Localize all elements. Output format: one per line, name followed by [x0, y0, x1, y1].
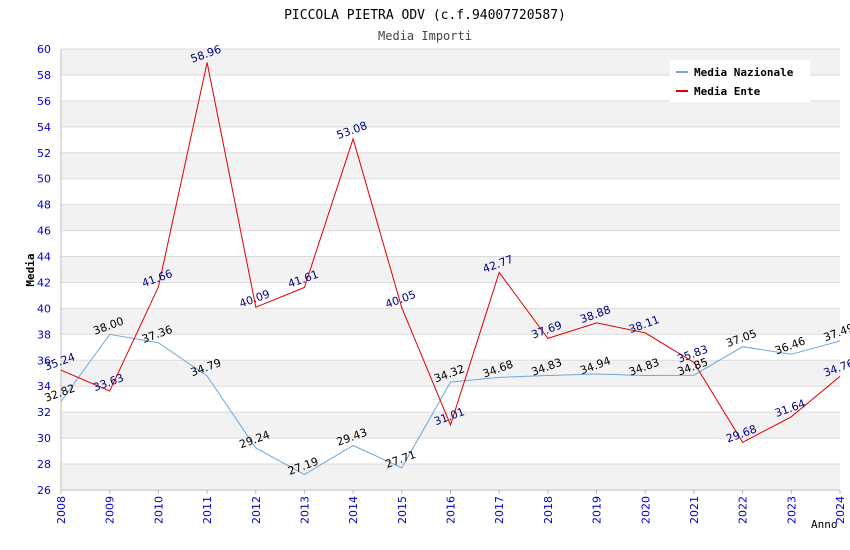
data-label: 40.05 — [384, 288, 418, 311]
grid-band — [61, 256, 840, 283]
legend-box — [670, 60, 810, 102]
y-tick-label: 32 — [37, 406, 51, 419]
chart-title: PICCOLA PIETRA ODV (c.f.94007720587) — [284, 8, 566, 23]
x-tick-label: 2009 — [104, 496, 117, 524]
x-tick-label: 2019 — [591, 496, 604, 524]
y-tick-label: 50 — [37, 173, 51, 186]
y-tick-label: 34 — [37, 380, 51, 393]
y-tick-label: 48 — [37, 199, 51, 212]
series-line-media-nazionale — [60, 333, 841, 476]
series-lines — [60, 62, 841, 476]
x-axis-label: Anno — [811, 518, 838, 531]
x-tick-labels: 2008 2009 2010 2011 2012 2013 2014 2015 2016 2017… — [55, 490, 847, 524]
x-tick-label: 2021 — [688, 496, 701, 524]
x-tick-label: 2024 — [834, 496, 847, 524]
grid-band — [61, 100, 840, 127]
chart-subtitle: Media Importi — [378, 29, 472, 43]
y-tick-labels: 26 28 30 32 34 36 38 40 42 44 46 48 50 52 54 56 58 60 — [37, 43, 51, 497]
grid-band — [61, 152, 840, 179]
x-tick-label: 2020 — [639, 496, 652, 524]
x-tick-label: 2018 — [542, 496, 555, 524]
y-tick-label: 56 — [37, 95, 51, 108]
y-tick-label: 60 — [37, 43, 51, 56]
x-tick-label: 2017 — [493, 496, 506, 524]
x-tick-label: 2013 — [298, 496, 311, 524]
y-tick-label: 30 — [37, 432, 51, 445]
x-tick-label: 2011 — [201, 496, 214, 524]
gridlines — [61, 48, 840, 465]
y-tick-label: 54 — [37, 121, 51, 134]
y-tick-label: 44 — [37, 251, 51, 264]
grid-band — [61, 464, 840, 490]
x-tick-label: 2022 — [737, 496, 750, 524]
y-tick-label: 58 — [37, 69, 51, 82]
x-tick-label: 2010 — [152, 496, 165, 524]
y-tick-label: 40 — [37, 302, 51, 315]
y-tick-label: 52 — [37, 147, 51, 160]
x-tick-label: 2023 — [785, 496, 798, 524]
x-tick-label: 2012 — [250, 496, 263, 524]
y-axis-label: Media — [24, 253, 37, 286]
x-tick-label: 2015 — [396, 496, 409, 524]
y-tick-label: 36 — [37, 354, 51, 367]
y-tick-label: 46 — [37, 225, 51, 238]
legend-label: Media Nazionale — [694, 66, 794, 79]
y-tick-label: 28 — [37, 458, 51, 471]
legend-label: Media Ente — [694, 85, 761, 98]
series-line-media-ente — [60, 62, 841, 443]
y-tick-label: 42 — [37, 276, 51, 289]
grid-band — [61, 308, 840, 335]
x-tick-label: 2014 — [347, 496, 360, 524]
data-label: 40.09 — [238, 287, 272, 310]
x-tick-label: 2016 — [445, 496, 458, 524]
y-tick-label: 38 — [37, 328, 51, 341]
plot-background-bands — [61, 49, 840, 490]
x-tick-label: 2008 — [55, 496, 68, 524]
y-tick-label: 26 — [37, 484, 51, 497]
grid-band — [61, 204, 840, 231]
legend: Media Nazionale Media Ente — [670, 60, 810, 102]
